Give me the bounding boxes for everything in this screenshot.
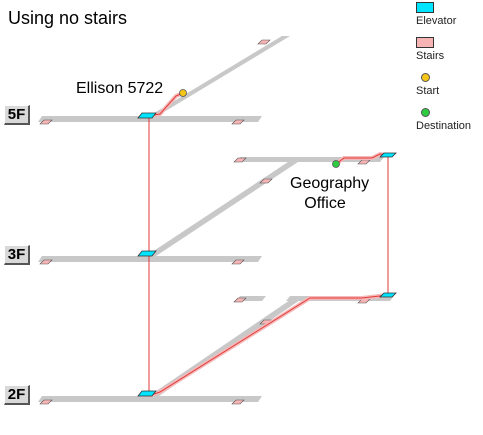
elevator-icons bbox=[137, 112, 397, 397]
destination-label-line2: Office bbox=[304, 195, 346, 212]
legend-item-elevator: Elevator bbox=[414, 2, 483, 37]
stairs-icon bbox=[231, 119, 245, 125]
legend-label: Start bbox=[416, 85, 440, 97]
legend-label: Stairs bbox=[416, 50, 445, 62]
elevator-icon bbox=[137, 250, 157, 257]
start-marker bbox=[179, 89, 187, 97]
corridor-3f-main bbox=[38, 256, 262, 262]
elevator-icon bbox=[379, 292, 397, 298]
stairs-swatch-icon bbox=[416, 37, 434, 48]
destination-label-line1: Geography bbox=[290, 175, 370, 192]
legend-item-stairs: Stairs bbox=[414, 37, 483, 72]
elevator-icon bbox=[137, 112, 157, 119]
stairs-icon bbox=[39, 399, 53, 405]
floor-label-3f: 3F bbox=[4, 245, 30, 265]
route-halo-2f bbox=[147, 293, 389, 398]
destination-marker bbox=[332, 160, 340, 168]
legend-item-start: Start bbox=[414, 72, 483, 107]
legend: Elevator Stairs Start Destination bbox=[414, 2, 483, 142]
stairs-icon bbox=[39, 119, 53, 125]
corridor-2f-diagonal bbox=[146, 296, 306, 398]
stairs-icon bbox=[233, 157, 247, 163]
elevator-icon bbox=[379, 152, 397, 158]
route-line-2f bbox=[147, 294, 389, 397]
floor-label-5f: 5F bbox=[4, 105, 30, 125]
corridor-5f-diagonal bbox=[146, 36, 290, 118]
stairs-icon bbox=[259, 178, 273, 184]
corridor-5f-main bbox=[38, 116, 262, 122]
elevator-icon bbox=[137, 390, 157, 397]
floor-label-2f: 2F bbox=[4, 385, 30, 405]
stairs-icon bbox=[231, 399, 245, 405]
destination-label: Geography Office bbox=[290, 174, 370, 214]
stairs-icon bbox=[39, 259, 53, 265]
stairs-icon bbox=[231, 259, 245, 265]
legend-item-destination: Destination bbox=[414, 107, 483, 142]
legend-label: Elevator bbox=[416, 15, 457, 27]
stairs-icon bbox=[257, 39, 271, 45]
page-title: Using no stairs bbox=[8, 8, 128, 28]
route bbox=[147, 91, 389, 398]
destination-dot-icon bbox=[421, 108, 430, 117]
legend-label: Destination bbox=[416, 120, 472, 132]
corridor-2f-main bbox=[38, 396, 262, 402]
start-dot-icon bbox=[421, 73, 430, 82]
stairs-icon bbox=[233, 297, 247, 303]
start-label: Ellison 5722 bbox=[76, 80, 164, 97]
elevator-swatch-icon bbox=[416, 2, 434, 13]
stairs-icons bbox=[39, 39, 371, 405]
corridor-4f-diagonal bbox=[146, 158, 304, 256]
